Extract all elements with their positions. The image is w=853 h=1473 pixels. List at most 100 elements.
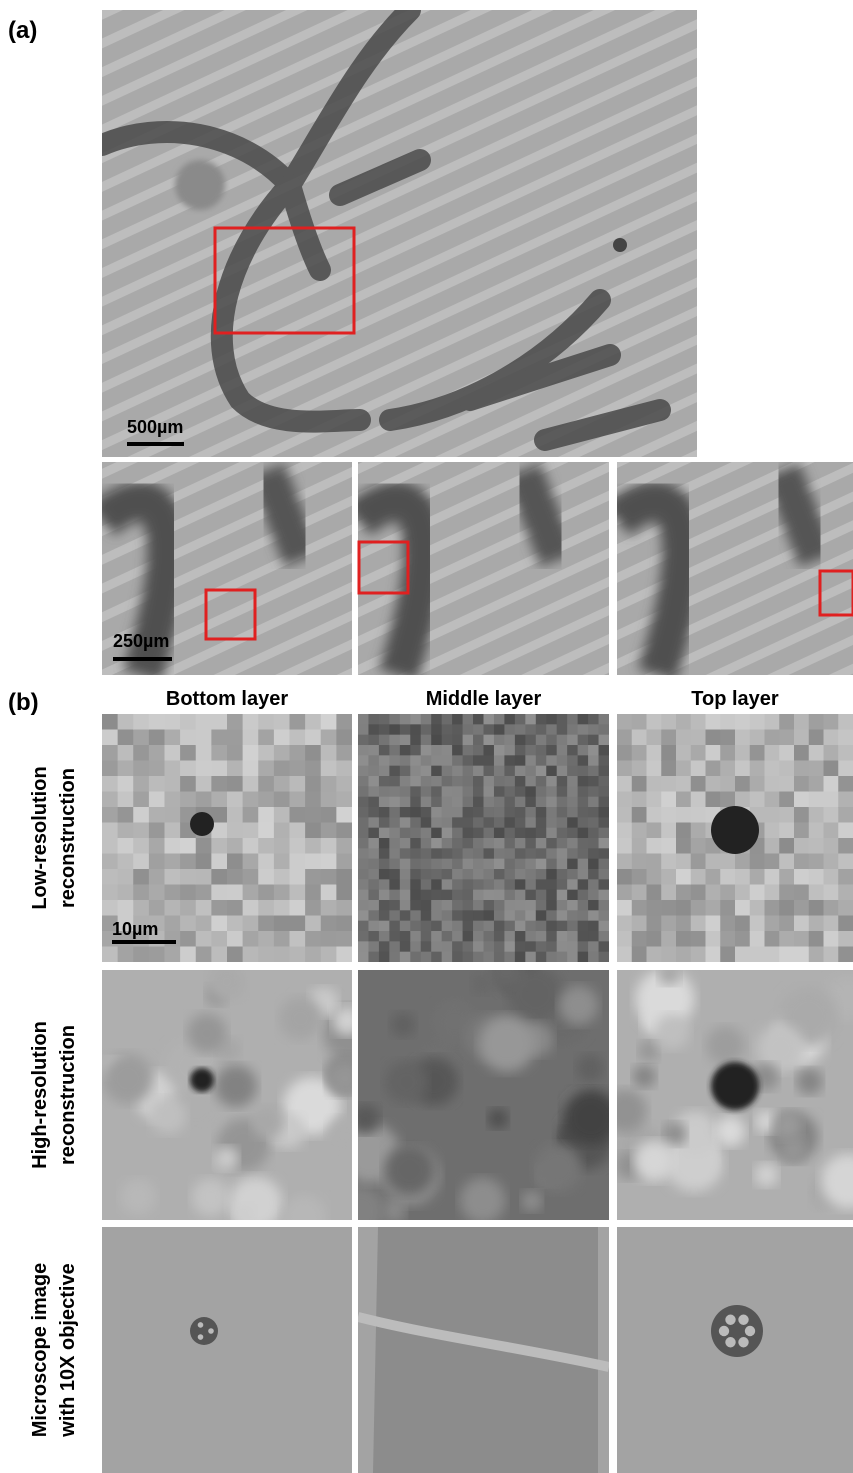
- pixel: [809, 714, 824, 730]
- pixel: [494, 766, 505, 777]
- pixel: [599, 776, 610, 787]
- pixel: [102, 854, 118, 870]
- pixel: [647, 807, 662, 823]
- pixel: [431, 755, 442, 766]
- pixel: [368, 900, 379, 911]
- pixel: [336, 838, 352, 854]
- pixel: [431, 848, 442, 859]
- zoom-image: [358, 462, 609, 675]
- pixel: [305, 730, 321, 746]
- pixel: [838, 947, 853, 963]
- pixel: [473, 941, 484, 952]
- pixel: [321, 807, 337, 823]
- pixel: [452, 879, 463, 890]
- pixel: [442, 755, 453, 766]
- pixel: [494, 786, 505, 797]
- pixel: [442, 735, 453, 746]
- pixel: [504, 859, 515, 870]
- pixel: [180, 947, 196, 963]
- pixel: [691, 869, 706, 885]
- pixel: [452, 890, 463, 901]
- image-content: [358, 462, 609, 675]
- pixel: [463, 879, 474, 890]
- pixel: [504, 755, 515, 766]
- pixel: [546, 828, 557, 839]
- texture: [603, 1089, 647, 1133]
- pixel: [389, 745, 400, 756]
- pixel: [735, 745, 750, 761]
- pixel: [463, 724, 474, 735]
- pixel: [421, 890, 432, 901]
- pixel: [578, 745, 589, 756]
- pixel: [400, 735, 411, 746]
- texture: [192, 1178, 230, 1216]
- pixel: [180, 931, 196, 947]
- pixel: [473, 869, 484, 880]
- pixel: [368, 859, 379, 870]
- pixel: [442, 786, 453, 797]
- pixel: [661, 869, 676, 885]
- pixel: [473, 890, 484, 901]
- pixel: [557, 848, 568, 859]
- pixel: [599, 797, 610, 808]
- pixel: [358, 797, 369, 808]
- pixel: [442, 776, 453, 787]
- pixel: [133, 823, 149, 839]
- pixel: [431, 931, 442, 942]
- pixel: [379, 931, 390, 942]
- pixel: [720, 916, 735, 932]
- pixel: [211, 838, 227, 854]
- pixel: [647, 838, 662, 854]
- pixel: [794, 838, 809, 854]
- pixel: [750, 900, 765, 916]
- pixel: [578, 838, 589, 849]
- pixel: [274, 761, 290, 777]
- pixel: [557, 735, 568, 746]
- pixel: [118, 776, 134, 792]
- particle-detail: [738, 1315, 748, 1325]
- scale-bar: [127, 442, 184, 446]
- pixel: [452, 724, 463, 735]
- pixel: [735, 714, 750, 730]
- pixel: [452, 921, 463, 932]
- image-content: [333, 953, 618, 1238]
- pixel: [720, 776, 735, 792]
- pixel: [578, 921, 589, 932]
- panel-label: (b): [8, 689, 39, 716]
- pixel: [379, 910, 390, 921]
- texture: [460, 1178, 506, 1224]
- pixel: [400, 797, 411, 808]
- pixel: [661, 885, 676, 901]
- layer-image: [333, 953, 618, 1238]
- pixel: [824, 807, 839, 823]
- pixel: [765, 776, 780, 792]
- pixel: [452, 910, 463, 921]
- row-label: with 10X objective: [57, 1263, 79, 1437]
- pixel: [431, 786, 442, 797]
- pixel: [442, 869, 453, 880]
- pixel: [410, 838, 421, 849]
- pixel: [557, 869, 568, 880]
- pixel: [661, 730, 676, 746]
- pixel: [647, 776, 662, 792]
- pixel: [389, 910, 400, 921]
- pixel: [149, 947, 165, 963]
- particle-detail: [719, 1326, 729, 1336]
- pixel: [379, 724, 390, 735]
- pixel: [484, 859, 495, 870]
- pixel: [102, 947, 118, 963]
- pixel: [368, 817, 379, 828]
- pixel: [149, 823, 165, 839]
- pixel: [536, 817, 547, 828]
- pixel: [567, 859, 578, 870]
- column-header: Top layer: [691, 688, 779, 710]
- layer-image: [358, 714, 610, 963]
- pixel: [358, 807, 369, 818]
- pixel: [515, 931, 526, 942]
- pixel: [336, 745, 352, 761]
- pixel: [661, 807, 676, 823]
- pixel: [720, 792, 735, 808]
- pixel: [617, 931, 632, 947]
- pixel: [838, 838, 853, 854]
- pixel: [431, 879, 442, 890]
